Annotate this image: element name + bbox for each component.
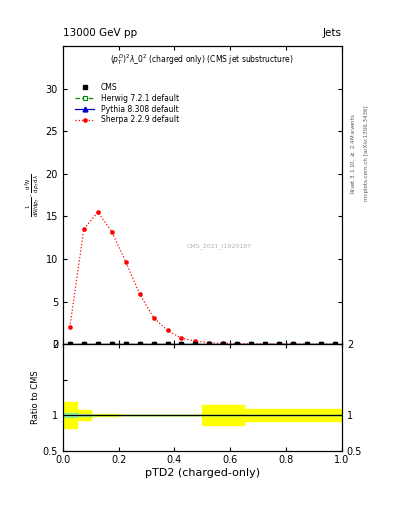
Text: mcplots.cern.ch [arXiv:1306.3436]: mcplots.cern.ch [arXiv:1306.3436]	[364, 106, 369, 201]
Herwig 7.2.1 default	[151, 341, 156, 347]
Sherpa 2.2.9 default	[68, 324, 72, 330]
Herwig 7.2.1 default	[249, 341, 253, 347]
Herwig 7.2.1 default	[221, 341, 226, 347]
CMS	[179, 341, 184, 347]
Herwig 7.2.1 default	[165, 341, 170, 347]
Pythia 8.308 default	[221, 341, 226, 347]
Pythia 8.308 default	[137, 341, 142, 347]
Y-axis label: Ratio to CMS: Ratio to CMS	[31, 371, 40, 424]
Sherpa 2.2.9 default	[319, 341, 323, 347]
CMS	[165, 341, 170, 347]
Line: Sherpa 2.2.9 default: Sherpa 2.2.9 default	[68, 210, 337, 346]
Legend: CMS, Herwig 7.2.1 default, Pythia 8.308 default, Sherpa 2.2.9 default: CMS, Herwig 7.2.1 default, Pythia 8.308 …	[72, 80, 182, 127]
CMS	[332, 341, 337, 347]
Sherpa 2.2.9 default	[291, 341, 296, 347]
CMS	[305, 341, 309, 347]
CMS	[137, 341, 142, 347]
Pythia 8.308 default	[207, 341, 212, 347]
Pythia 8.308 default	[109, 341, 114, 347]
Herwig 7.2.1 default	[109, 341, 114, 347]
Pythia 8.308 default	[249, 341, 253, 347]
Pythia 8.308 default	[151, 341, 156, 347]
Herwig 7.2.1 default	[95, 341, 100, 347]
Text: 13000 GeV pp: 13000 GeV pp	[63, 28, 137, 38]
Pythia 8.308 default	[81, 341, 86, 347]
Pythia 8.308 default	[235, 341, 240, 347]
Herwig 7.2.1 default	[193, 341, 198, 347]
Pythia 8.308 default	[305, 341, 309, 347]
CMS	[193, 341, 198, 347]
Sherpa 2.2.9 default	[137, 291, 142, 297]
Herwig 7.2.1 default	[123, 341, 128, 347]
Sherpa 2.2.9 default	[305, 341, 309, 347]
Pythia 8.308 default	[277, 341, 281, 347]
CMS	[123, 341, 128, 347]
CMS	[95, 341, 100, 347]
Text: Jets: Jets	[323, 28, 342, 38]
Pythia 8.308 default	[95, 341, 100, 347]
Herwig 7.2.1 default	[263, 341, 268, 347]
Herwig 7.2.1 default	[277, 341, 281, 347]
CMS	[221, 341, 226, 347]
CMS	[291, 341, 296, 347]
X-axis label: pTD2 (charged-only): pTD2 (charged-only)	[145, 468, 260, 478]
Sherpa 2.2.9 default	[81, 226, 86, 232]
Pythia 8.308 default	[165, 341, 170, 347]
Line: Herwig 7.2.1 default: Herwig 7.2.1 default	[68, 342, 337, 346]
Pythia 8.308 default	[123, 341, 128, 347]
Sherpa 2.2.9 default	[165, 327, 170, 333]
Line: CMS: CMS	[68, 342, 337, 346]
Pythia 8.308 default	[193, 341, 198, 347]
Text: Rivet 3.1.10, $\geq$ 2.4M events: Rivet 3.1.10, $\geq$ 2.4M events	[350, 113, 357, 194]
Pythia 8.308 default	[291, 341, 296, 347]
CMS	[109, 341, 114, 347]
Herwig 7.2.1 default	[179, 341, 184, 347]
Sherpa 2.2.9 default	[235, 340, 240, 347]
CMS	[81, 341, 86, 347]
CMS	[151, 341, 156, 347]
Y-axis label: $\frac{1}{\mathrm{d}N/\mathrm{d}p_T}\cdot\frac{\mathrm{d}^2N}{\mathrm{d}p_T\,\ma: $\frac{1}{\mathrm{d}N/\mathrm{d}p_T}\cdo…	[24, 174, 41, 217]
Line: Pythia 8.308 default: Pythia 8.308 default	[68, 342, 337, 347]
Herwig 7.2.1 default	[81, 341, 86, 347]
Sherpa 2.2.9 default	[332, 341, 337, 347]
Herwig 7.2.1 default	[235, 341, 240, 347]
Sherpa 2.2.9 default	[263, 341, 268, 347]
CMS	[277, 341, 281, 347]
Text: $(p_T^D)^2\lambda\_0^2$ (charged only) (CMS jet substructure): $(p_T^D)^2\lambda\_0^2$ (charged only) (…	[110, 52, 294, 67]
Sherpa 2.2.9 default	[151, 315, 156, 321]
Sherpa 2.2.9 default	[207, 339, 212, 346]
Pythia 8.308 default	[332, 341, 337, 347]
Herwig 7.2.1 default	[319, 341, 323, 347]
Text: CMS_2021_I1920187: CMS_2021_I1920187	[187, 243, 252, 249]
Pythia 8.308 default	[68, 341, 72, 347]
Pythia 8.308 default	[179, 341, 184, 347]
Sherpa 2.2.9 default	[95, 209, 100, 215]
CMS	[207, 341, 212, 347]
CMS	[235, 341, 240, 347]
Sherpa 2.2.9 default	[193, 338, 198, 344]
Herwig 7.2.1 default	[207, 341, 212, 347]
Sherpa 2.2.9 default	[109, 229, 114, 235]
Herwig 7.2.1 default	[305, 341, 309, 347]
Herwig 7.2.1 default	[332, 341, 337, 347]
Sherpa 2.2.9 default	[123, 259, 128, 265]
Sherpa 2.2.9 default	[179, 335, 184, 341]
Sherpa 2.2.9 default	[249, 341, 253, 347]
Sherpa 2.2.9 default	[221, 340, 226, 347]
Pythia 8.308 default	[319, 341, 323, 347]
CMS	[319, 341, 323, 347]
Sherpa 2.2.9 default	[277, 341, 281, 347]
CMS	[68, 341, 72, 347]
Herwig 7.2.1 default	[291, 341, 296, 347]
CMS	[249, 341, 253, 347]
CMS	[263, 341, 268, 347]
Pythia 8.308 default	[263, 341, 268, 347]
Herwig 7.2.1 default	[68, 341, 72, 347]
Herwig 7.2.1 default	[137, 341, 142, 347]
